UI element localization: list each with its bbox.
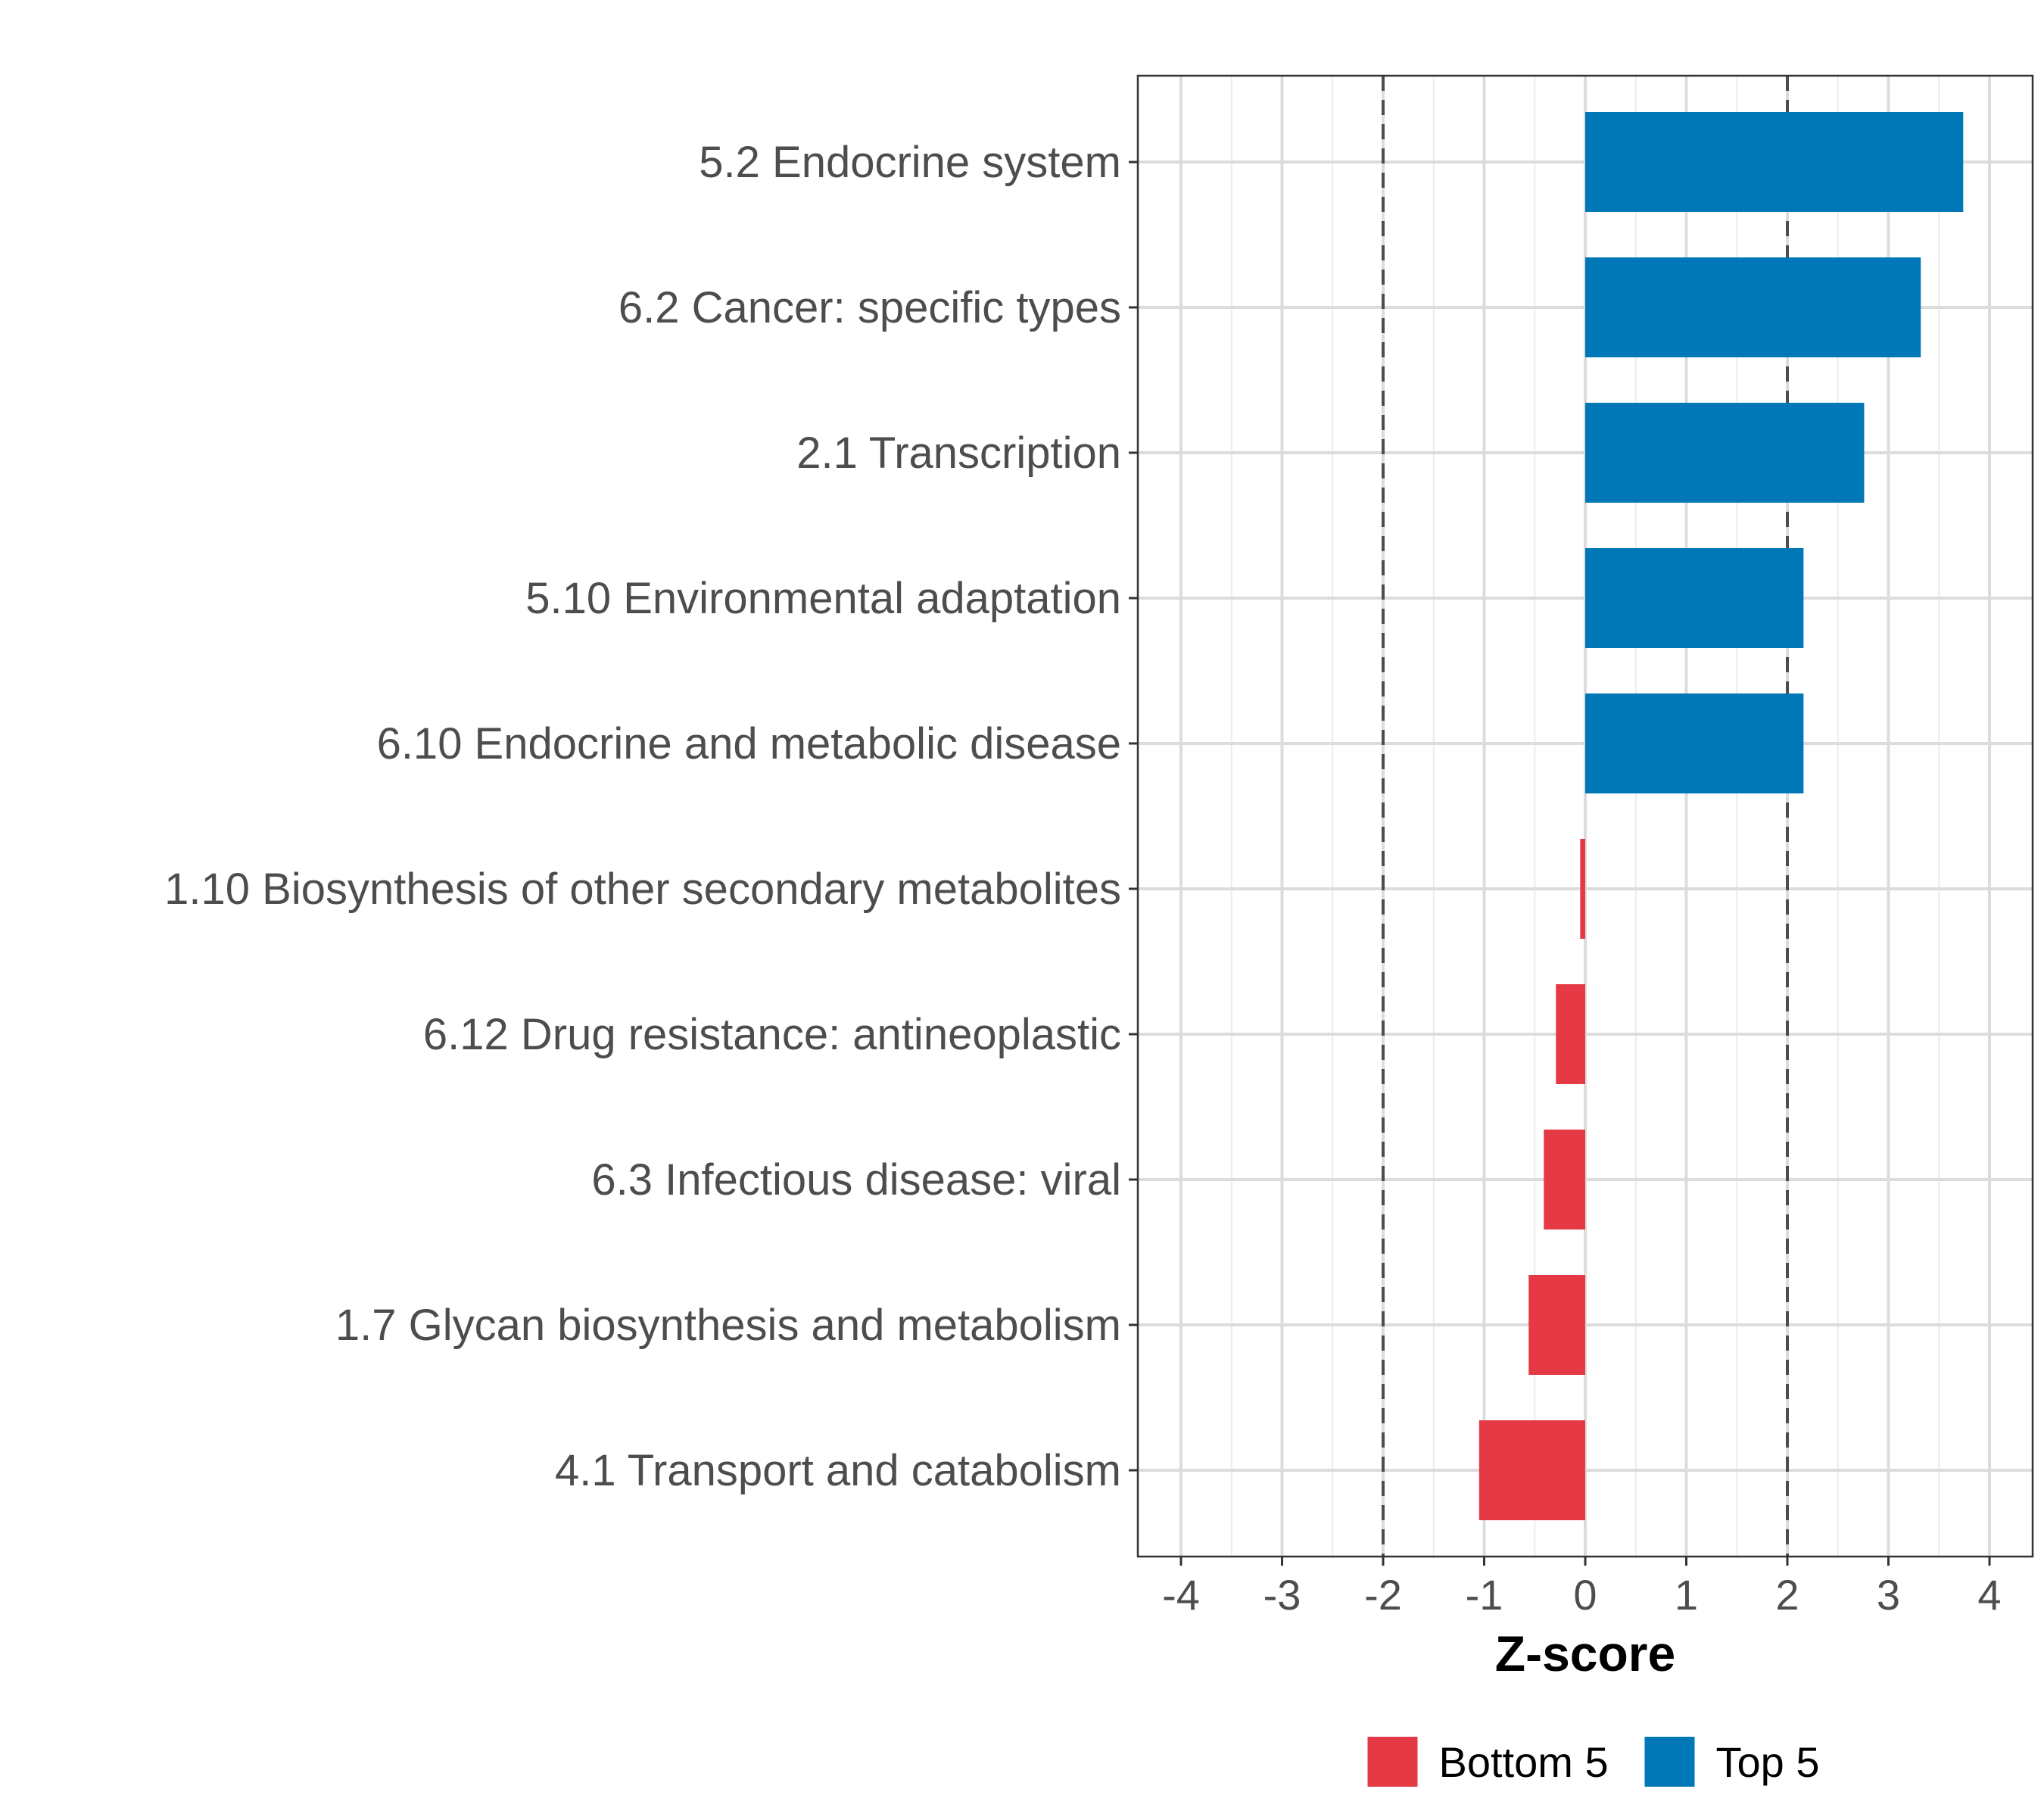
category-label: 5.2 Endocrine system (699, 138, 1121, 187)
x-tick-label: 0 (1573, 1571, 1597, 1619)
category-label: 6.10 Endocrine and metabolic disease (377, 719, 1121, 768)
bar (1544, 1130, 1585, 1230)
category-label: 6.3 Infectious disease: viral (591, 1155, 1121, 1205)
x-axis-title: Z-score (1495, 1625, 1675, 1681)
x-tick-label: -2 (1364, 1571, 1402, 1619)
bar (1556, 984, 1585, 1084)
x-tick-label: 2 (1775, 1571, 1799, 1619)
category-label: 1.10 Biosynthesis of other secondary met… (164, 865, 1121, 914)
x-tick-label: -1 (1466, 1571, 1503, 1619)
category-label: 1.7 Glycan biosynthesis and metabolism (335, 1301, 1121, 1350)
x-tick-label: 4 (1977, 1571, 2001, 1619)
bar (1580, 839, 1585, 939)
bar (1585, 257, 1921, 357)
x-tick-label: -4 (1162, 1571, 1200, 1619)
bar (1585, 693, 1804, 793)
x-tick-label: 3 (1877, 1571, 1900, 1619)
x-tick-label: -3 (1263, 1571, 1301, 1619)
category-label: 4.1 Transport and catabolism (555, 1446, 1121, 1495)
bar (1585, 403, 1865, 503)
legend-key (1367, 1737, 1418, 1787)
category-label: 5.10 Environmental adaptation (525, 574, 1121, 623)
x-tick-label: 1 (1675, 1571, 1698, 1619)
category-label: 6.12 Drug resistance: antineoplastic (423, 1010, 1121, 1059)
legend: Bottom 5 Top 5 (1367, 1737, 1820, 1787)
bar (1478, 1420, 1585, 1520)
x-axis-ticks: -4 -3 -2 -1 0 1 2 3 4 (1162, 1557, 2002, 1619)
category-label: 2.1 Transcription (796, 429, 1121, 478)
bar (1585, 548, 1804, 648)
bar (1528, 1275, 1585, 1375)
y-axis-ticks: 5.2 Endocrine system 6.2 Cancer: specific… (164, 138, 1138, 1495)
category-label: 6.2 Cancer: specific types (618, 283, 1121, 332)
legend-label: Bottom 5 (1439, 1738, 1609, 1786)
bars (1478, 112, 1964, 1520)
legend-key (1644, 1737, 1695, 1787)
legend-label: Top 5 (1716, 1738, 1820, 1786)
bar (1585, 112, 1964, 212)
